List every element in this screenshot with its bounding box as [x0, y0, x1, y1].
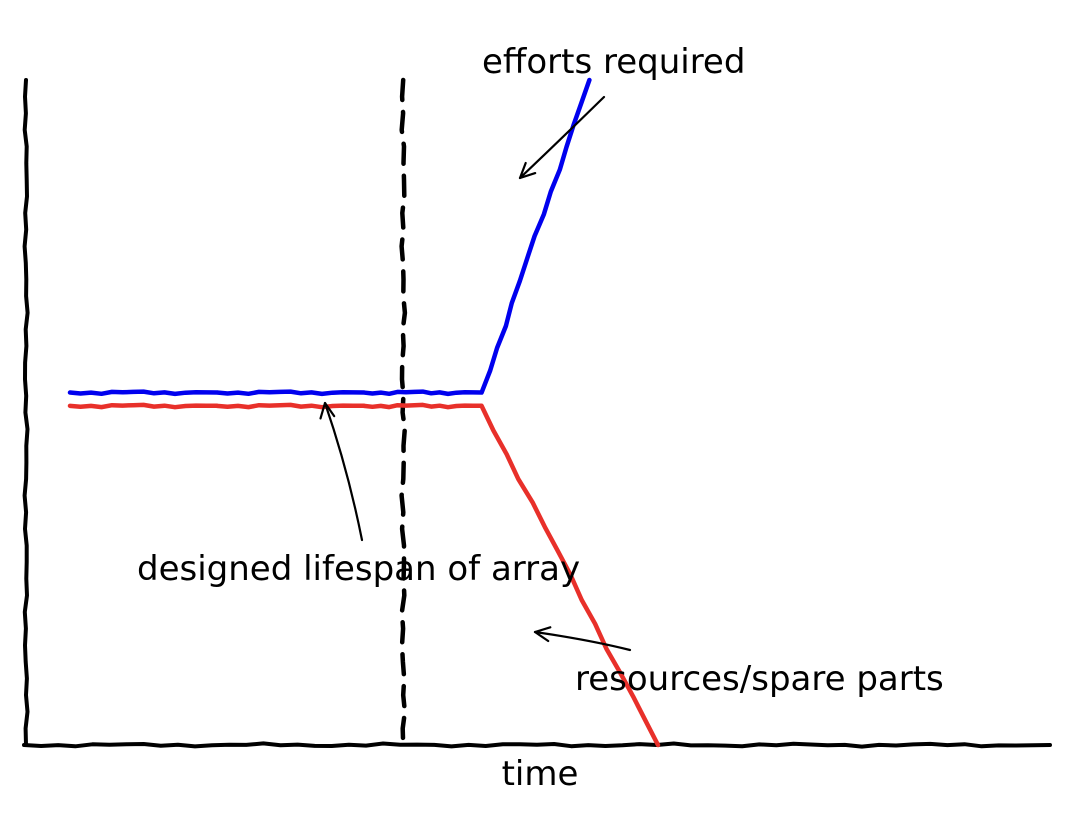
annotation-arrows [319, 95, 632, 652]
arrow-resources-spare-parts [533, 630, 632, 652]
arrow-efforts-required-head [518, 161, 537, 180]
axes [22, 78, 1052, 749]
annotation-resources-spare-parts: resources/spare parts [575, 659, 944, 699]
annotation-efforts-required: efforts required [482, 42, 745, 82]
chart-marks [67, 77, 661, 748]
arrow-designed-lifespan-head [319, 401, 336, 420]
annotation-designed-lifespan: designed lifespan of array [137, 549, 580, 589]
lifespan-dashed-line [399, 77, 408, 748]
arrow-resources-spare-parts-head [533, 626, 552, 643]
series-line-resources-spare-parts [67, 402, 661, 748]
arrow-designed-lifespan [323, 401, 364, 542]
arrow-efforts-required [518, 95, 606, 180]
y-axis-line [22, 78, 30, 747]
x-axis-label: time [502, 754, 579, 794]
x-axis-line [22, 741, 1052, 749]
series-line-efforts-required [67, 77, 592, 397]
